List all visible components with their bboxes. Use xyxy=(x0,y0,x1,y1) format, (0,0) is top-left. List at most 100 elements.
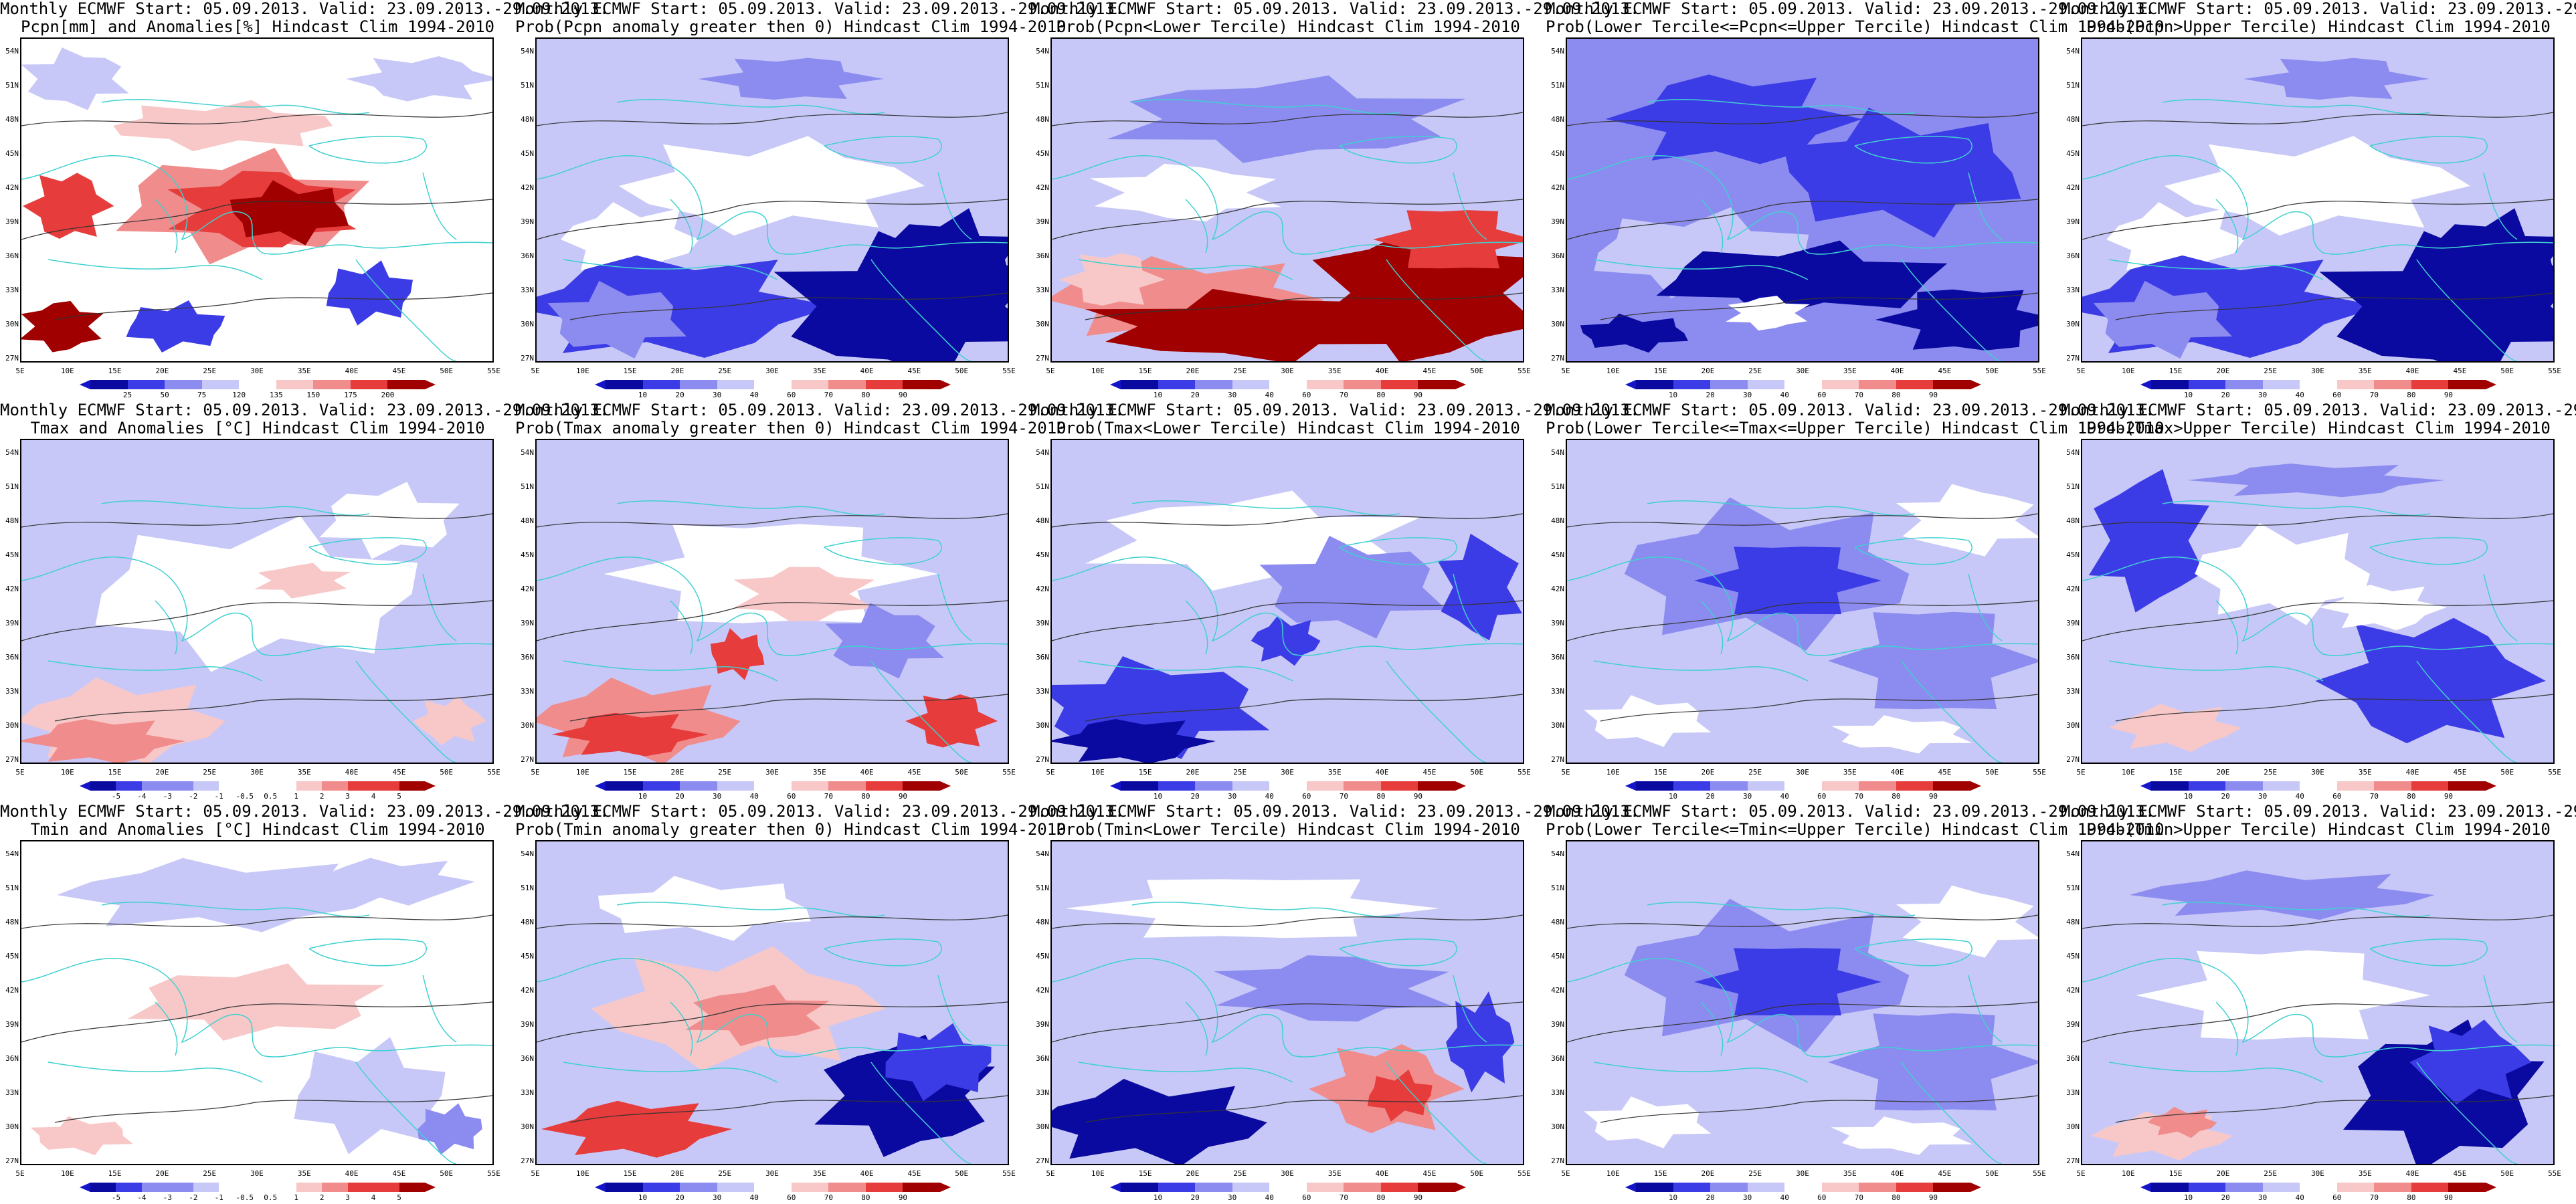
lat-tick-label: 36N xyxy=(521,252,534,260)
lon-tick-label: 40E xyxy=(345,367,359,375)
scale-cell xyxy=(313,380,351,389)
scale-cell xyxy=(1859,380,1897,389)
scale-label: 70 xyxy=(1339,1193,1348,1202)
color-scale-bar xyxy=(1110,781,1466,791)
scale-cell xyxy=(865,1183,903,1192)
lat-tick-label: 33N xyxy=(2066,1088,2080,1097)
panel-title-line1: Monthly ECMWF Start: 05.09.2013. Valid: … xyxy=(1546,802,2155,821)
lon-tick-label: 15E xyxy=(1653,367,1667,375)
scale-cell xyxy=(399,781,426,791)
map-field xyxy=(1052,39,1523,361)
scale-cell xyxy=(828,380,866,389)
scale-cell xyxy=(606,781,644,791)
panel-title-line1: Monthly ECMWF Start: 05.09.2013. Valid: … xyxy=(0,802,610,821)
scale-cell xyxy=(1121,380,1159,389)
lat-tick-label: 45N xyxy=(1036,550,1049,559)
scale-cell xyxy=(1896,1183,1934,1192)
lat-tick-label: 27N xyxy=(5,1157,19,1165)
scale-cell xyxy=(791,1183,829,1192)
lon-tick-label: 10E xyxy=(1091,1169,1105,1178)
scale-cell xyxy=(1821,781,1859,791)
scale-label: 40 xyxy=(749,1193,759,1202)
panel-title: Monthly ECMWF Start: 05.09.2013. Valid: … xyxy=(0,0,609,36)
lon-tick-label: 15E xyxy=(623,768,637,777)
lat-tick-label: 48N xyxy=(521,918,534,926)
lon-tick-label: 50E xyxy=(1470,1169,1484,1178)
lon-tick-label: 5E xyxy=(15,1169,25,1178)
lon-tick-label: 30E xyxy=(1281,1169,1294,1178)
lat-tick-label: 51N xyxy=(5,884,19,892)
lon-tick-label: 30E xyxy=(765,768,779,777)
scale-cell xyxy=(201,380,240,389)
map-area xyxy=(2081,37,2555,363)
color-scale-bar xyxy=(595,1183,951,1192)
lon-tick-label: 50E xyxy=(2500,1169,2514,1178)
lat-tick-label: 39N xyxy=(2066,619,2080,627)
lon-tick-label: 30E xyxy=(765,367,779,375)
scale-min-arrow xyxy=(1110,380,1121,389)
color-scale-bar xyxy=(80,1183,436,1192)
scale-cell xyxy=(127,380,165,389)
lat-tick-label: 51N xyxy=(1036,482,1049,491)
scale-label: 60 xyxy=(787,1193,796,1202)
lat-tick-label: 51N xyxy=(521,81,534,90)
lat-tick-label: 45N xyxy=(1551,149,1564,158)
lon-tick-label: 40E xyxy=(1890,768,1904,777)
lon-tick-label: 5E xyxy=(15,367,25,375)
lat-tick-label: 48N xyxy=(2066,115,2080,124)
lon-tick-label: 20E xyxy=(1701,1169,1715,1178)
lon-tick-label: 55E xyxy=(487,367,500,375)
lon-tick-label: 55E xyxy=(2548,768,2561,777)
lon-tick-label: 55E xyxy=(487,768,500,777)
lat-tick-label: 27N xyxy=(1036,354,1049,363)
panel-title-line2: Prob(Tmin>Upper Tercile) Hindcast Clim 1… xyxy=(2086,820,2551,839)
scale-min-arrow xyxy=(1625,380,1636,389)
lon-tick-label: 50E xyxy=(955,768,969,777)
scale-label: 60 xyxy=(1302,1193,1311,1202)
scale-label: 5 xyxy=(397,1193,401,1202)
scale-label: 10 xyxy=(2183,792,2193,801)
scale-label: 70 xyxy=(1854,1193,1863,1202)
lat-tick-label: 36N xyxy=(1551,653,1564,662)
scale-cell xyxy=(296,1183,323,1192)
lat-tick-label: 39N xyxy=(521,217,534,226)
scale-label: 60 xyxy=(1817,792,1827,801)
lat-tick-label: 33N xyxy=(1551,1088,1564,1097)
lat-tick-label: 36N xyxy=(2066,252,2080,260)
lon-tick-label: 30E xyxy=(250,768,264,777)
scale-cell xyxy=(1673,380,1711,389)
lat-tick-label: 36N xyxy=(5,1054,19,1063)
lon-tick-label: 15E xyxy=(1138,1169,1152,1178)
panel-title: Monthly ECMWF Start: 05.09.2013. Valid: … xyxy=(515,803,1124,839)
scale-label: 70 xyxy=(1339,792,1348,801)
map-area xyxy=(20,439,494,764)
lat-tick-label: 36N xyxy=(1036,1054,1049,1063)
lon-tick-label: 45E xyxy=(2453,1169,2467,1178)
lat-tick-label: 39N xyxy=(1551,1020,1564,1029)
lon-tick-label: 25E xyxy=(718,1169,732,1178)
lat-tick-label: 36N xyxy=(5,252,19,260)
scale-label: 90 xyxy=(2444,792,2454,801)
lat-tick-label: 39N xyxy=(1551,619,1564,627)
scale-label: -3 xyxy=(163,1193,172,1202)
map-area xyxy=(1050,439,1524,764)
scale-label: 60 xyxy=(1302,792,1311,801)
scale-label: 90 xyxy=(2444,391,2454,399)
lat-tick-label: 27N xyxy=(521,354,534,363)
panel-title-line2: Prob(Pcpn anomaly greater then 0) Hindca… xyxy=(515,17,1067,36)
scale-cell xyxy=(1747,380,1785,389)
map-field xyxy=(537,39,1008,361)
scale-cell xyxy=(165,380,203,389)
scale-min-arrow xyxy=(2140,781,2151,791)
map-field xyxy=(21,440,492,763)
scale-max-arrow xyxy=(425,380,436,389)
forecast-panel: Monthly ECMWF Start: 05.09.2013. Valid: … xyxy=(1030,803,1639,1204)
lat-tick-label: 39N xyxy=(2066,1020,2080,1029)
panel-title-line1: Monthly ECMWF Start: 05.09.2013. Valid: … xyxy=(1030,0,1640,18)
scale-cell xyxy=(1933,380,1971,389)
lon-tick-label: 15E xyxy=(1138,768,1152,777)
scale-label: 70 xyxy=(2369,792,2379,801)
lat-tick-label: 27N xyxy=(5,354,19,363)
lon-tick-label: 5E xyxy=(2076,367,2086,375)
